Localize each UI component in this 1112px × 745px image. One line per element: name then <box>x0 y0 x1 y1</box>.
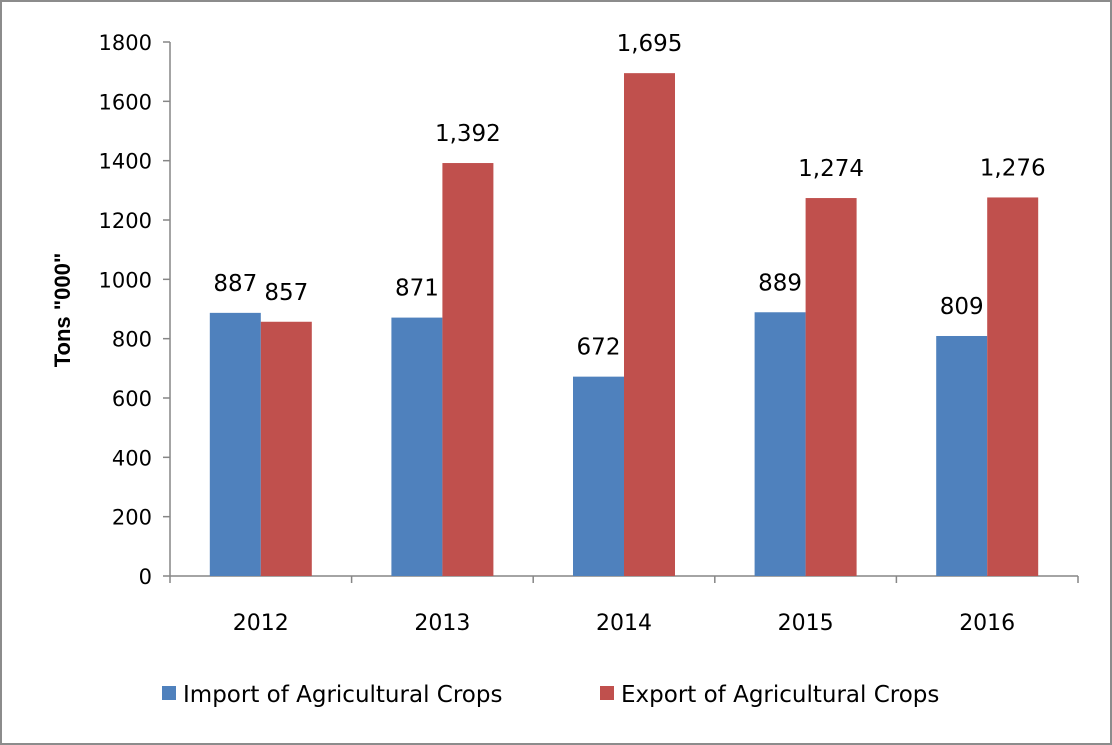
data-label: 887 <box>213 271 257 297</box>
y-axis-label: Tons "000" <box>50 253 75 368</box>
x-tick-label: 2016 <box>959 611 1015 636</box>
y-axis <box>163 41 171 577</box>
bar-import <box>936 335 988 576</box>
legend: Import of Agricultural Crops Export of Ag… <box>162 682 939 708</box>
bar-export <box>805 198 857 576</box>
legend-label: Import of Agricultural Crops <box>183 682 502 708</box>
y-tick-labels: 0 200 400 600 800 1000 1200 1400 1600 1800 <box>99 31 152 589</box>
x-tick-labels: 2012 2013 2014 2015 2016 <box>233 611 1015 636</box>
data-label: 1,695 <box>617 31 683 57</box>
y-tick-label: 0 <box>139 565 152 589</box>
x-tick-label: 2012 <box>233 611 289 636</box>
y-tick-label: 1400 <box>99 150 152 174</box>
y-tick-label: 200 <box>112 506 152 530</box>
y-tick-label: 1800 <box>99 31 152 55</box>
data-label: 809 <box>940 294 984 320</box>
bar-export <box>442 163 494 577</box>
bar-export <box>624 73 675 577</box>
x-axis <box>169 575 1079 583</box>
y-tick-label: 1200 <box>99 209 152 233</box>
data-label: 857 <box>264 280 308 306</box>
data-label: 871 <box>395 276 439 302</box>
x-tick-label: 2014 <box>596 611 652 636</box>
data-labels: 887 857 871 1,392 672 1,695 889 1,274 809 1,276 <box>213 31 1045 360</box>
bar-import <box>573 376 624 576</box>
data-label: 1,392 <box>435 121 501 147</box>
bar-export <box>260 321 312 576</box>
y-tick-label: 800 <box>112 328 152 352</box>
y-tick-label: 1600 <box>99 90 152 114</box>
x-tick-label: 2013 <box>414 611 470 636</box>
data-label: 889 <box>758 270 802 296</box>
data-label: 1,274 <box>798 156 864 182</box>
data-label: 672 <box>577 335 621 361</box>
legend-label: Export of Agricultural Crops <box>621 682 939 708</box>
y-tick-label: 600 <box>112 387 152 411</box>
bar-import <box>754 312 806 576</box>
bar-import <box>209 312 261 576</box>
bar-export <box>987 197 1039 576</box>
y-tick-label: 400 <box>112 446 152 470</box>
legend-swatch-export <box>600 686 614 700</box>
legend-swatch-import <box>162 686 176 700</box>
bar-import <box>391 317 443 576</box>
data-label: 1,276 <box>980 155 1046 181</box>
y-tick-label: 1000 <box>99 268 152 292</box>
bars <box>209 73 1039 577</box>
x-tick-label: 2015 <box>778 611 834 636</box>
